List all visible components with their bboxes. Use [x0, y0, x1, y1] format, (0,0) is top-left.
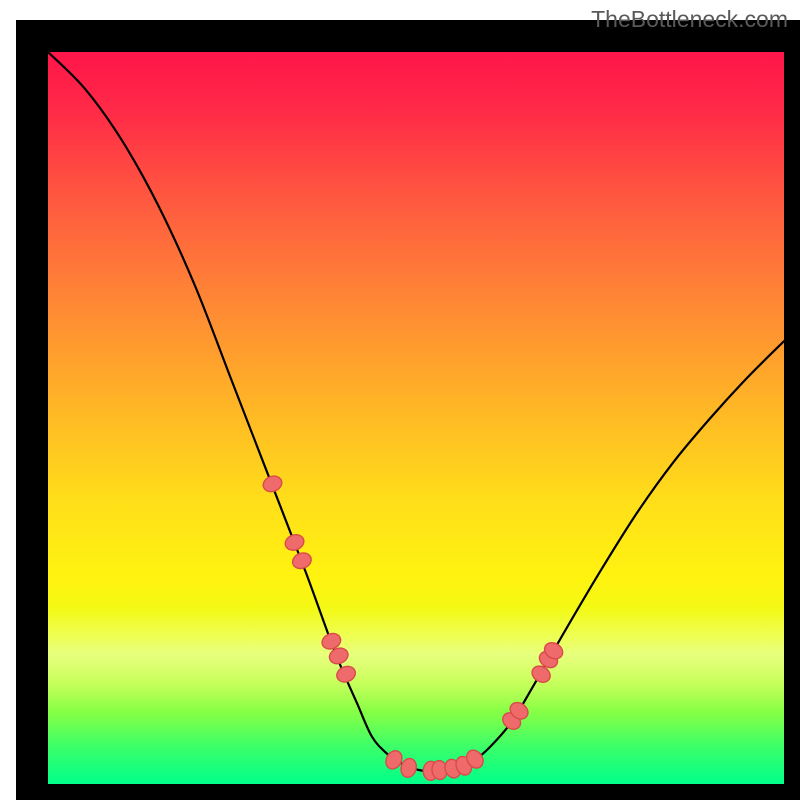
watermark-text: TheBottleneck.com: [591, 6, 788, 33]
bottleneck-chart: [0, 0, 800, 800]
chart-container: TheBottleneck.com: [0, 0, 800, 800]
haze-band: [48, 608, 784, 710]
